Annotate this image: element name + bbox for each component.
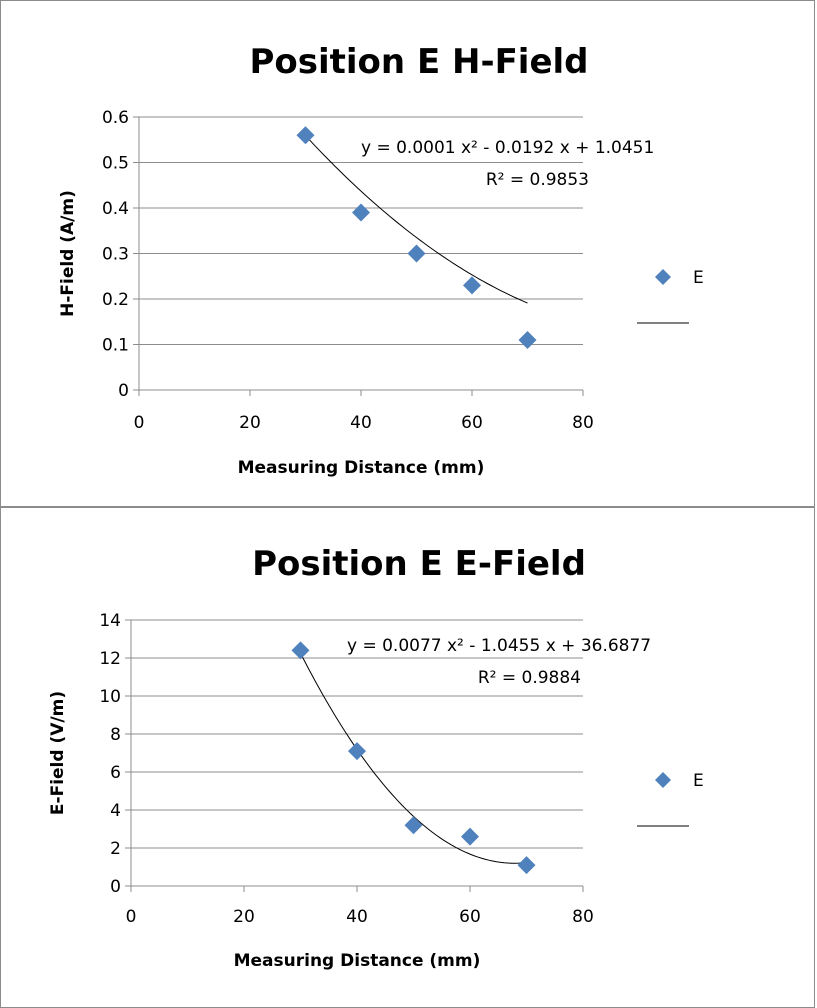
y-tick-label: 0.4	[102, 199, 129, 219]
data-point	[517, 856, 536, 875]
data-point	[291, 641, 310, 660]
data-point	[407, 244, 426, 263]
trendline	[305, 135, 528, 304]
data-point	[348, 742, 366, 761]
x-tick-label: 20	[233, 907, 255, 927]
y-tick-label: 0.5	[102, 154, 129, 174]
x-tick-label: 60	[459, 907, 481, 927]
e-field-chart: Position E E-Field 0 2 4 6 8 10 12 14 0 20 40 60 80 Me…	[48, 544, 704, 971]
y-tick-label: 0.3	[102, 245, 129, 265]
x-axis-label: Measuring Distance (mm)	[234, 951, 481, 971]
data-point	[518, 330, 537, 349]
x-axis-label: Measuring Distance (mm)	[238, 458, 485, 478]
chart-title: Position E H-Field	[249, 42, 588, 82]
legend-label: E	[693, 268, 704, 288]
y-tick-label: 0.1	[102, 336, 129, 356]
y-axis-label: E-Field (V/m)	[48, 691, 68, 815]
x-tick-label: 80	[572, 413, 594, 433]
y-tick-label: 2	[110, 839, 121, 859]
x-tick-label: 60	[461, 413, 483, 433]
y-tick-label: 12	[99, 649, 121, 669]
x-tick-label: 20	[239, 413, 261, 433]
e-field-chart-panel: Position E E-Field 0 2 4 6 8 10 12 14 0 20 40 60 80 Me…	[0, 508, 815, 1008]
y-tick-label: 0	[110, 877, 121, 897]
trendline-equation: y = 0.0077 x² - 1.0455 x + 36.6877	[347, 636, 651, 656]
r-squared-label: R² = 0.9884	[478, 668, 581, 688]
data-point	[463, 276, 481, 295]
legend-marker	[655, 269, 671, 285]
h-field-chart-panel: Position E H-Field 0 0.1 0.2 0.3 0.4 0.5 0.6 0 20…	[0, 0, 815, 508]
y-tick-label: 6	[110, 763, 121, 783]
h-field-chart: Position E H-Field 0 0.1 0.2 0.3 0.4 0.5 0.6 0 20…	[58, 42, 704, 478]
data-point	[352, 203, 370, 222]
y-axis-label: H-Field (A/m)	[58, 190, 78, 317]
x-tick-label: 40	[350, 413, 372, 433]
x-tick-label: 80	[572, 907, 594, 927]
x-tick-label: 0	[134, 413, 145, 433]
data-point	[296, 126, 315, 145]
y-tick-label: 8	[110, 725, 121, 745]
x-tick-label: 40	[346, 907, 368, 927]
legend-label: E	[693, 771, 704, 791]
data-point	[404, 816, 423, 835]
y-tick-label: 14	[99, 611, 121, 631]
data-point	[461, 827, 479, 846]
x-tick-label: 0	[126, 907, 137, 927]
r-squared-label: R² = 0.9853	[486, 170, 589, 190]
y-tick-label: 0	[118, 381, 129, 401]
chart-title: Position E E-Field	[252, 544, 586, 584]
y-tick-label: 0.6	[102, 108, 129, 128]
y-tick-label: 0.2	[102, 290, 129, 310]
y-tick-label: 10	[99, 687, 121, 707]
trendline-equation: y = 0.0001 x² - 0.0192 x + 1.0451	[361, 138, 654, 158]
y-tick-label: 4	[110, 801, 121, 821]
legend-marker	[655, 772, 671, 788]
